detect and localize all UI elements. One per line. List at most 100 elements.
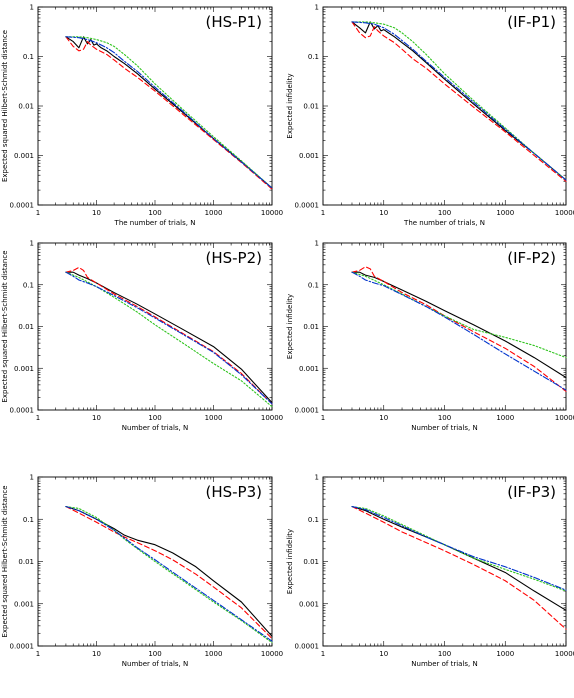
x-tick-label: 1 — [321, 209, 325, 217]
y-tick-label: 0.1 — [308, 281, 319, 289]
x-axis-label: The number of trials, N — [403, 219, 485, 227]
series-line-3 — [351, 271, 567, 359]
y-tick-label: 1 — [315, 240, 319, 248]
y-axis-label: Expected squared Hilbert-Schmidt distanc… — [1, 250, 9, 402]
y-axis-label: Expected squared Hilbert-Schmidt distanc… — [1, 485, 9, 637]
y-tick-label: 0.001 — [299, 365, 319, 373]
y-tick-label: 0.001 — [14, 365, 34, 373]
chart-panel-5: 1 10 100 1000 10000 1 0.1 0.01 0.001 0.0001 Number… — [1, 474, 283, 669]
x-tick-label: 1000 — [205, 414, 223, 422]
panel-title: (HS-P1) — [205, 13, 262, 31]
x-tick-label: 1 — [321, 414, 325, 422]
y-axis-label: Expected squared Hilbert-Schmidt distanc… — [1, 30, 9, 182]
y-tick-label: 0.0001 — [295, 202, 320, 210]
x-tick-label: 10 — [379, 209, 388, 217]
series-line-2 — [351, 21, 567, 182]
series-line-2 — [351, 266, 567, 392]
series-line-1 — [351, 21, 567, 181]
series-line-4 — [351, 21, 567, 181]
panel-title: (HS-P3) — [205, 483, 262, 501]
y-tick-label: 1 — [315, 474, 319, 482]
y-tick-label: 0.01 — [303, 103, 319, 111]
chart-panel-3: 1 10 100 1000 10000 1 0.1 0.01 0.001 0.0001 Number… — [1, 240, 283, 433]
x-tick-label: 1 — [321, 650, 325, 658]
series-line-3 — [351, 21, 567, 181]
series-line-1 — [65, 505, 273, 637]
series-line-2 — [65, 266, 273, 405]
series-line-4 — [65, 271, 273, 405]
panel-title: (IF-P2) — [507, 249, 556, 267]
x-tick-label: 1000 — [496, 209, 514, 217]
plot-frame — [37, 242, 273, 411]
y-tick-label: 0.0001 — [295, 407, 320, 415]
y-tick-label: 0.1 — [308, 53, 319, 61]
series-line-1 — [65, 36, 273, 189]
chart-panel-1: 1 10 100 1000 10000 1 0.1 0.01 0.001 0.0001 The nu… — [1, 4, 283, 228]
chart-panel-6: 1 10 100 1000 10000 1 0.1 0.01 0.001 0.0001 Number… — [286, 474, 574, 669]
y-tick-label: 0.01 — [18, 323, 34, 331]
x-tick-label: 10 — [92, 209, 101, 217]
panel-title: (HS-P2) — [205, 249, 262, 267]
chart-panel-2: 1 10 100 1000 10000 1 0.1 0.01 0.001 0.0001 The nu… — [286, 4, 574, 228]
series-line-3 — [65, 271, 273, 408]
y-tick-label: 0.001 — [14, 152, 34, 160]
x-tick-label: 10000 — [261, 650, 283, 658]
x-tick-label: 10000 — [555, 650, 574, 658]
y-tick-label: 1 — [30, 4, 34, 12]
series-line-2 — [65, 505, 273, 640]
x-tick-label: 100 — [438, 650, 451, 658]
y-tick-label: 1 — [30, 474, 34, 482]
y-tick-label: 0.001 — [299, 600, 319, 608]
y-axis-label: Expected infidelity — [286, 73, 294, 138]
series-line-2 — [351, 505, 567, 630]
x-tick-label: 1 — [36, 209, 40, 217]
y-tick-label: 0.0001 — [295, 643, 320, 651]
x-tick-label: 10000 — [555, 414, 574, 422]
y-tick-label: 0.01 — [303, 323, 319, 331]
x-tick-label: 100 — [148, 209, 161, 217]
x-tick-label: 10000 — [261, 209, 283, 217]
plot-frame — [322, 476, 567, 647]
series-line-1 — [351, 271, 567, 379]
x-tick-label: 1 — [36, 414, 40, 422]
panel-title: (IF-P3) — [507, 483, 556, 501]
y-tick-label: 0.1 — [23, 281, 34, 289]
series-line-1 — [65, 271, 273, 404]
y-tick-label: 0.01 — [18, 558, 34, 566]
x-tick-label: 100 — [438, 414, 451, 422]
x-tick-label: 1000 — [205, 650, 223, 658]
x-axis-label: Number of trials, N — [122, 660, 188, 668]
series-line-4 — [351, 271, 567, 391]
x-axis-label: The number of trials, N — [114, 219, 196, 227]
y-tick-label: 0.0001 — [10, 407, 35, 415]
y-tick-label: 0.001 — [14, 600, 34, 608]
x-axis-label: Number of trials, N — [411, 424, 477, 432]
y-tick-label: 1 — [30, 240, 34, 248]
plot-frame — [322, 6, 567, 206]
panel-title: (IF-P1) — [507, 13, 556, 31]
series-line-4 — [351, 505, 567, 591]
y-tick-label: 0.0001 — [10, 643, 35, 651]
x-tick-label: 1000 — [496, 650, 514, 658]
x-tick-label: 10 — [92, 414, 101, 422]
plot-frame — [322, 242, 567, 411]
x-tick-label: 1000 — [205, 209, 223, 217]
y-tick-label: 1 — [315, 4, 319, 12]
chart-panel-4: 1 10 100 1000 10000 1 0.1 0.01 0.001 0.0001 Number… — [286, 240, 574, 433]
series-line-2 — [65, 36, 273, 190]
y-tick-label: 0.1 — [308, 516, 319, 524]
y-tick-label: 0.001 — [299, 152, 319, 160]
y-tick-label: 0.1 — [23, 53, 34, 61]
x-axis-label: Number of trials, N — [411, 660, 477, 668]
y-tick-label: 0.0001 — [10, 202, 35, 210]
series-line-4 — [65, 36, 273, 189]
x-axis-label: Number of trials, N — [122, 424, 188, 432]
x-tick-label: 10000 — [555, 209, 574, 217]
series-line-4 — [65, 505, 273, 642]
y-axis-label: Expected infidelity — [286, 529, 294, 594]
x-tick-label: 100 — [148, 414, 161, 422]
y-axis-label: Expected infidelity — [286, 294, 294, 359]
x-tick-label: 10 — [379, 414, 388, 422]
x-tick-label: 100 — [148, 650, 161, 658]
